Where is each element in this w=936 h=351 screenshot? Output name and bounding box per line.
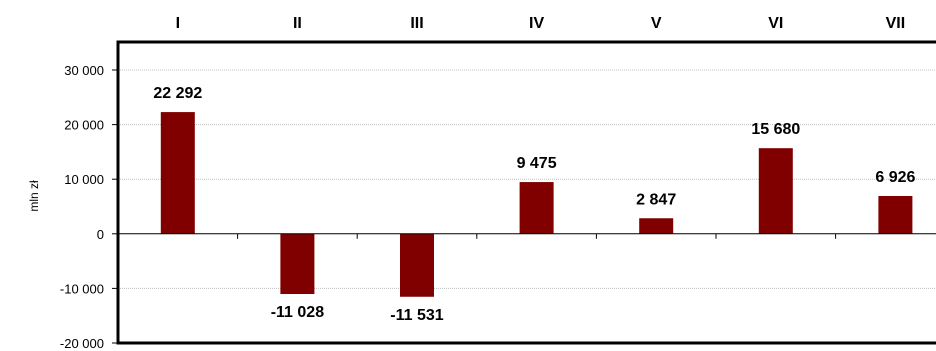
data-label: -11 028: [271, 304, 324, 321]
y-axis-title: mln zł: [27, 180, 41, 212]
y-tick-label: 0: [97, 227, 104, 242]
value-labels: 22 292 -11 028 -11 531 9 475 2 847 15 680 6 92…: [153, 85, 915, 324]
category-label: VII: [886, 15, 906, 32]
y-tick-label: -20 000: [60, 336, 104, 351]
category-labels: I II III IV V VI VII: [176, 15, 906, 32]
category-label: I: [176, 15, 180, 32]
category-label: V: [651, 15, 662, 32]
category-label: III: [410, 15, 423, 32]
plot-frame: [116, 40, 936, 345]
bar: [280, 233, 315, 295]
data-label: 9 475: [517, 155, 557, 172]
category-label: IV: [529, 15, 544, 32]
bars: [160, 112, 913, 297]
category-label: VI: [768, 15, 783, 32]
y-tick-label: 30 000: [64, 63, 104, 78]
bar: [639, 218, 674, 234]
gridlines: [118, 69, 936, 289]
bar: [160, 112, 195, 234]
bar: [400, 233, 434, 297]
data-label: 15 680: [751, 121, 800, 138]
y-tick-label: 20 000: [64, 118, 104, 133]
data-label: 22 292: [153, 85, 202, 102]
bar: [758, 148, 793, 234]
data-label: -11 531: [390, 307, 443, 324]
bar: [519, 182, 554, 234]
bar: [878, 195, 913, 234]
y-tick-label: -10 000: [60, 281, 104, 296]
y-tick-label: 10 000: [64, 172, 104, 187]
category-label: II: [293, 15, 302, 32]
data-label: 2 847: [636, 191, 676, 208]
x-ticks: [237, 233, 837, 239]
data-label: 6 926: [875, 169, 915, 186]
y-axis: 30 000 20 000 10 000 0 -10 000 -20 000: [60, 63, 118, 351]
